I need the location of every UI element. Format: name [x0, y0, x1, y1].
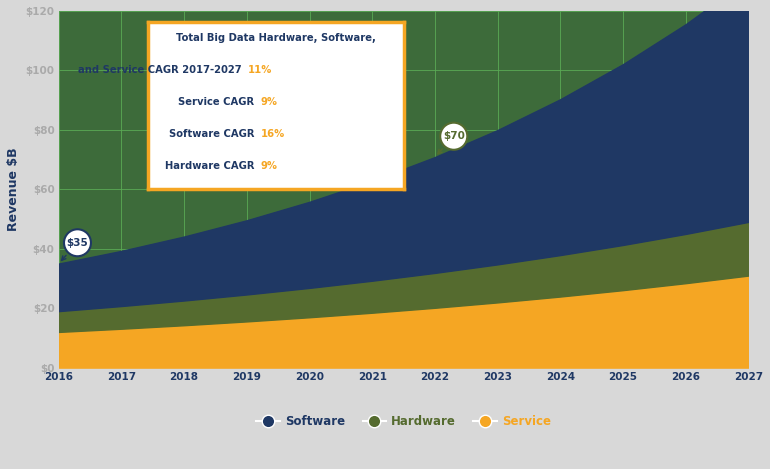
Text: $35: $35	[62, 238, 89, 260]
Text: $70: $70	[438, 131, 464, 154]
Legend: Software, Hardware, Service: Software, Hardware, Service	[252, 410, 555, 433]
Y-axis label: Revenue $B: Revenue $B	[7, 147, 20, 231]
Text: $103: $103	[0, 468, 1, 469]
